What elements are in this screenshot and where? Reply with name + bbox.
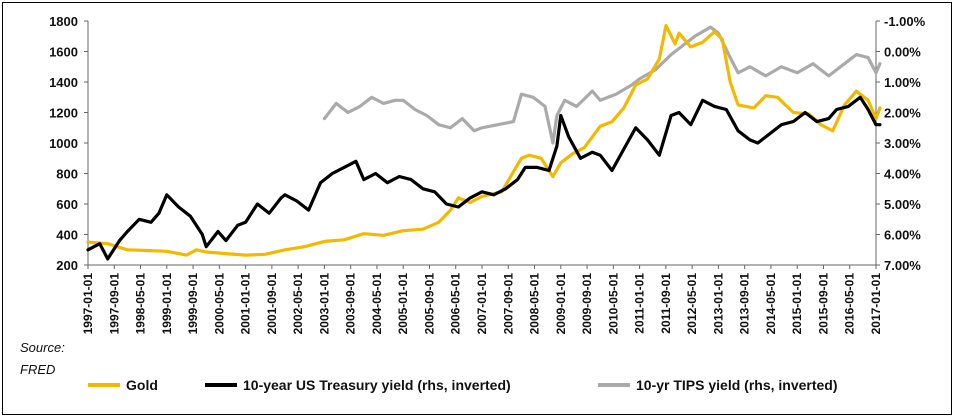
x-tick-label: 2007-09-01	[501, 273, 515, 335]
x-tick-label: 1997-01-01	[81, 273, 95, 335]
x-tick-label: 2000-05-01	[212, 273, 226, 335]
x-tick-label: 2003-09-01	[344, 273, 358, 335]
chart-frame	[2, 2, 952, 415]
left-tick-label: 1600	[49, 45, 78, 60]
x-tick-label: 2013-09-01	[738, 273, 752, 335]
x-tick-label: 2006-05-01	[449, 273, 463, 335]
x-tick-label: 2009-09-01	[580, 273, 594, 335]
x-tick-label: 2016-05-01	[843, 273, 857, 335]
right-tick-label: 3.00%	[884, 136, 921, 151]
legend-label-0: Gold	[126, 377, 158, 393]
left-tick-label: 600	[56, 197, 78, 212]
x-tick-label: 2010-05-01	[606, 273, 620, 335]
right-axis-ticks: -1.00% 0.00% 1.00% 2.00% 3.00% 4.00% 5.00% 6.00…	[876, 14, 926, 273]
source-label: Source:	[20, 340, 65, 355]
source-name: FRED	[20, 362, 55, 377]
x-tick-label: 2014-05-01	[764, 273, 778, 335]
right-tick-label: 6.00%	[884, 228, 921, 243]
series-line-0	[86, 24, 882, 257]
x-tick-label: 2009-01-01	[554, 273, 568, 335]
left-tick-label: 1200	[49, 106, 78, 121]
x-tick-label: 2005-01-01	[396, 273, 410, 335]
x-tick-label: 2007-01-01	[475, 273, 489, 335]
x-tick-label: 2011-01-01	[633, 273, 647, 334]
x-tick-label: 2017-01-01	[869, 273, 883, 335]
x-tick-label: 1997-09-01	[107, 273, 121, 335]
right-tick-label: 7.00%	[884, 258, 921, 273]
left-tick-label: 800	[56, 167, 78, 182]
x-tick-label: 2002-05-01	[291, 273, 305, 335]
right-tick-label: 2.00%	[884, 106, 921, 121]
series-line-1	[86, 95, 882, 261]
left-tick-label: 1000	[49, 136, 78, 151]
x-tick-label: 2013-01-01	[711, 273, 725, 335]
right-tick-label: 0.00%	[884, 45, 921, 60]
legend-label-1: 10-year US Treasury yield (rhs, inverted…	[243, 377, 511, 393]
x-tick-label: 2008-05-01	[528, 273, 542, 335]
right-tick-label: 4.00%	[884, 167, 921, 182]
left-tick-label: 400	[56, 228, 78, 243]
x-tick-label: 2004-05-01	[370, 273, 384, 335]
x-tick-label: 2012-05-01	[685, 273, 699, 335]
left-tick-label: 1800	[49, 14, 78, 29]
x-tick-label: 2015-01-01	[790, 273, 804, 335]
legend-label-2: 10-yr TIPS yield (rhs, inverted)	[636, 377, 838, 393]
right-tick-label: -1.00%	[884, 14, 926, 29]
left-tick-label: 200	[56, 258, 78, 273]
left-axis-ticks: 200 400 600 800 1000 1200 1400 1600 1800	[49, 14, 88, 273]
x-tick-label: 1999-01-01	[160, 273, 174, 335]
left-tick-label: 1400	[49, 75, 78, 90]
x-tick-label: 2015-09-01	[816, 273, 830, 335]
x-tick-label: 2011-09-01	[659, 273, 673, 334]
x-tick-label: 2001-01-01	[239, 273, 253, 335]
x-tick-label: 2001-09-01	[265, 273, 279, 335]
legend: Gold 10-year US Treasury yield (rhs, inve…	[88, 377, 838, 393]
x-tick-label: 2003-01-01	[317, 273, 331, 335]
right-tick-label: 5.00%	[884, 197, 921, 212]
right-tick-label: 1.00%	[884, 75, 921, 90]
x-axis-ticks: 1997-01-01 1997-09-01 1998-05-01 1999-01-01…	[81, 265, 883, 334]
x-tick-label: 1998-05-01	[134, 273, 148, 335]
series-line-2	[322, 25, 882, 145]
x-tick-label: 2005-09-01	[422, 273, 436, 335]
series-lines	[86, 24, 882, 261]
x-tick-label: 1999-09-01	[186, 273, 200, 335]
